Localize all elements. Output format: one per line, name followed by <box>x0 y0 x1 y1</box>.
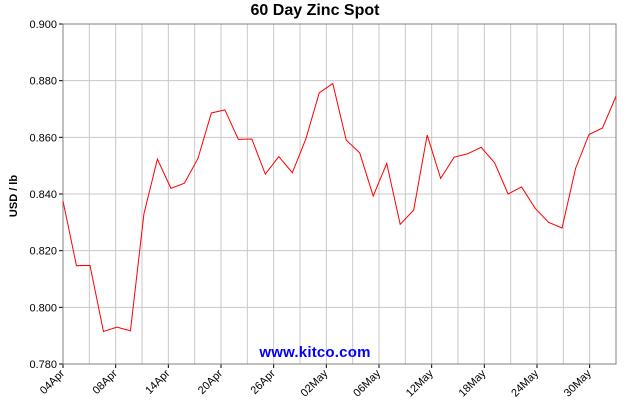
x-tick-label: 18May <box>457 367 489 399</box>
x-tick-label: 14Apr <box>143 367 172 396</box>
y-tick-label: 0.880 <box>29 76 57 88</box>
data-point <box>102 330 104 332</box>
data-point <box>561 227 563 229</box>
data-point <box>547 221 549 223</box>
data-point <box>412 209 414 211</box>
data-point <box>386 162 388 164</box>
data-point <box>332 82 334 84</box>
x-tick-label: 04Apr <box>38 367 67 396</box>
data-point <box>251 138 253 140</box>
data-point <box>480 146 482 148</box>
series-line <box>62 82 617 333</box>
data-point <box>264 173 266 175</box>
data-point <box>453 156 455 158</box>
data-point <box>615 95 617 97</box>
data-point <box>534 207 536 209</box>
x-tick-label: 26Apr <box>249 367 278 396</box>
y-tick-label: 0.800 <box>29 302 57 314</box>
data-point <box>183 182 185 184</box>
x-tick-label: 02May <box>299 367 331 399</box>
data-point <box>143 213 145 215</box>
data-point <box>345 139 347 141</box>
data-point <box>426 134 428 136</box>
data-point <box>588 133 590 135</box>
data-point <box>170 187 172 189</box>
data-point <box>116 326 118 328</box>
x-tick-label: 24May <box>509 367 541 399</box>
data-point <box>466 153 468 155</box>
watermark-link[interactable]: www.kitco.com <box>259 344 371 361</box>
y-tick-label: 0.780 <box>29 359 57 371</box>
y-tick-label: 0.820 <box>29 246 57 258</box>
data-point <box>359 152 361 154</box>
data-point <box>574 167 576 169</box>
data-point <box>129 330 131 332</box>
data-point <box>278 155 280 157</box>
data-point <box>156 158 158 160</box>
y-tick-label: 0.840 <box>29 189 57 201</box>
data-point <box>75 264 77 266</box>
data-point <box>601 127 603 129</box>
x-tick-label: 08Apr <box>91 367 120 396</box>
data-point <box>224 109 226 111</box>
data-point <box>399 223 401 225</box>
y-tick-label: 0.900 <box>29 19 57 31</box>
y-tick-label: 0.860 <box>29 132 57 144</box>
data-point <box>62 200 64 202</box>
data-point <box>439 177 441 179</box>
data-point <box>507 193 509 195</box>
x-tick-label: 12May <box>404 367 436 399</box>
data-point <box>372 195 374 197</box>
data-point <box>493 162 495 164</box>
data-point <box>291 172 293 174</box>
data-point <box>210 112 212 114</box>
data-point <box>89 264 91 266</box>
x-tick-label: 20Apr <box>196 367 225 396</box>
x-tick-label: 30May <box>562 367 594 399</box>
x-tick-label: 06May <box>351 367 383 399</box>
data-point <box>318 92 320 94</box>
data-point <box>197 157 199 159</box>
plot-border <box>62 23 617 365</box>
data-point <box>305 138 307 140</box>
data-point <box>520 186 522 188</box>
chart-title: 60 Day Zinc Spot <box>250 2 380 19</box>
data-point <box>237 138 239 140</box>
